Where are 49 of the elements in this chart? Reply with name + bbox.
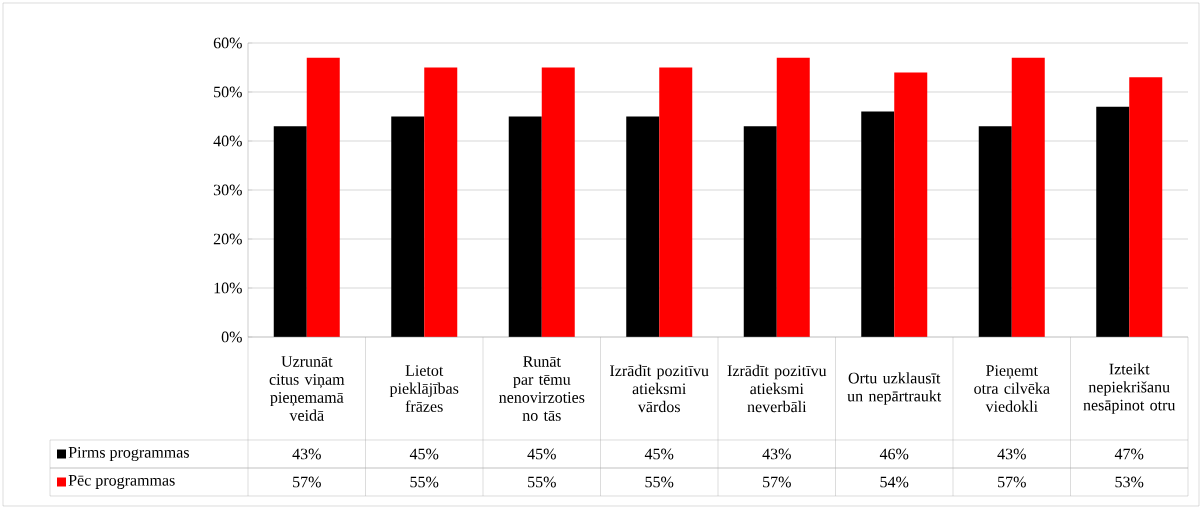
y-tick-label: 20%: [213, 233, 242, 245]
data-label: 46%: [879, 448, 909, 460]
data-label: 53%: [1115, 476, 1144, 488]
data-label: 57%: [763, 476, 791, 488]
data-label: 55%: [645, 476, 674, 488]
legend-label: Pēc programmas: [68, 475, 175, 489]
bar: [626, 116, 660, 337]
data-label: 45%: [527, 448, 556, 460]
x-tick-label: Uzrunāt citus viņam pieņemamā veidā: [269, 356, 345, 421]
bar: [861, 111, 895, 337]
bar: [776, 57, 810, 337]
x-tick-label: Pieņemt otra cilvēka viedokli: [974, 365, 1050, 412]
bar: [273, 126, 307, 337]
data-label: 45%: [644, 448, 674, 460]
x-tick-label: Izteikt nepiekrišanu nesāpinot otru: [1083, 363, 1176, 414]
bar: [659, 67, 693, 337]
bar: [1129, 77, 1163, 337]
bar: [978, 126, 1012, 337]
y-tick-label: 50%: [214, 86, 242, 98]
bar: [391, 116, 425, 337]
data-label: 54%: [880, 476, 909, 488]
data-label: 45%: [409, 448, 439, 460]
x-tick-label: Izrādīt pozitīvu atieksmi vārdos: [610, 364, 709, 413]
bar: [424, 67, 458, 337]
data-label: 47%: [1114, 448, 1144, 460]
x-tick-label: Lietot pieklājības frāzes: [389, 365, 459, 412]
bar: [306, 57, 340, 337]
bar: [743, 126, 777, 337]
bar: [1096, 106, 1130, 337]
y-tick-label: 10%: [214, 282, 242, 294]
x-tick-label: Izrādīt pozitīvu atieksmi neverbāli: [727, 364, 827, 413]
data-label: 55%: [410, 476, 439, 488]
bar: [1011, 57, 1045, 337]
bar: [894, 72, 928, 337]
data-label: 57%: [998, 476, 1026, 488]
legend-label: Pirms programmas: [68, 446, 189, 462]
data-label: 57%: [293, 476, 321, 488]
y-tick-label: 0%: [221, 331, 242, 343]
x-tick-label: Ortu uzklausīt un nepārtraukt: [847, 372, 942, 405]
data-label: 55%: [528, 476, 556, 488]
y-tick-label: 40%: [213, 135, 242, 147]
y-tick-label: 30%: [213, 184, 242, 196]
data-label: 43%: [997, 448, 1026, 460]
bar: [508, 116, 542, 337]
x-tick-label: Runāt par tēmu nenovirzoties no tās: [499, 356, 585, 421]
data-label: 43%: [292, 448, 321, 460]
y-tick-label: 60%: [213, 37, 242, 49]
data-label: 43%: [762, 448, 791, 460]
bar: [541, 67, 575, 337]
